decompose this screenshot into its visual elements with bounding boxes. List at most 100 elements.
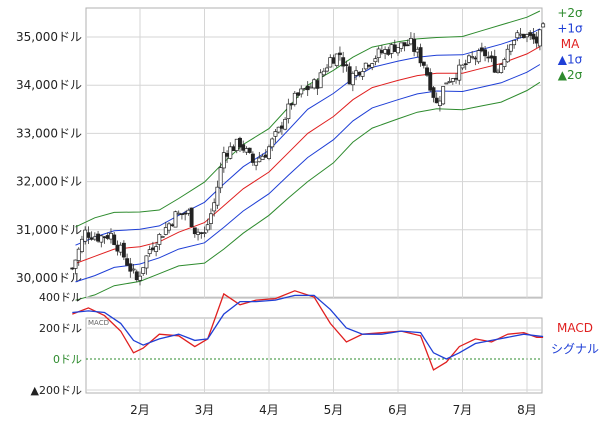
macd-tick-label: 400ドル — [39, 291, 82, 304]
candle-body — [325, 67, 330, 72]
candle-body — [454, 77, 459, 80]
candle-body — [76, 248, 81, 261]
candle-body — [528, 32, 533, 36]
candle-body — [473, 57, 478, 60]
candle-body — [386, 49, 391, 55]
month-tick-label: 3月 — [195, 403, 215, 417]
candle-body — [244, 148, 249, 153]
macd-panel-frame — [85, 317, 543, 394]
candle-body — [396, 47, 400, 54]
candle-body — [318, 72, 323, 89]
month-tick-label: 8月 — [517, 403, 537, 417]
candle-body — [447, 81, 452, 83]
upper-1sigma-line — [75, 28, 541, 246]
candle-body — [302, 88, 307, 90]
candle-body — [434, 97, 439, 104]
legend-entry: ▲2σ — [558, 68, 583, 82]
candle-body — [79, 238, 84, 252]
candle-body — [402, 42, 407, 47]
candle-body — [263, 154, 268, 158]
candle-body — [496, 70, 500, 73]
candle-body — [209, 213, 213, 224]
candle-body — [186, 209, 191, 214]
candle-body — [328, 57, 333, 68]
candle-body — [412, 38, 417, 52]
candle-body — [357, 71, 362, 76]
candle-body — [121, 242, 126, 258]
candle-body — [344, 64, 349, 66]
macd-legend: MACD シグナル — [551, 321, 599, 356]
month-tick-label: 6月 — [388, 403, 408, 417]
candle-body — [89, 237, 94, 240]
candle-body — [234, 138, 239, 151]
legend-entry: +2σ — [557, 6, 583, 20]
candle-body — [441, 86, 446, 105]
candle-body — [228, 146, 233, 159]
candle-body — [470, 56, 475, 58]
price-tick-label: 34,000ドル — [16, 78, 82, 92]
candle-body — [450, 78, 455, 82]
month-axis: 2月 3月 4月 5月 6月 7月 8月 — [130, 403, 537, 417]
candle-body — [286, 103, 291, 119]
candle-body — [109, 232, 113, 240]
candle-body — [354, 70, 359, 76]
macd-corner-label: MACD — [88, 319, 109, 327]
candle-body — [173, 211, 178, 228]
candle-body — [189, 207, 194, 228]
macd-panel — [85, 317, 543, 394]
candle-body — [167, 223, 171, 231]
candle-body — [221, 152, 226, 169]
candle-body — [525, 34, 529, 38]
candle-body — [131, 268, 136, 271]
candle-body — [312, 79, 317, 89]
candle-body — [499, 64, 504, 73]
candle-body — [367, 64, 371, 67]
candle-body — [196, 231, 200, 235]
candle-body — [479, 47, 484, 52]
candle-body — [238, 137, 242, 148]
candle-body — [483, 49, 488, 57]
candle-body — [102, 236, 107, 239]
candle-body — [247, 147, 252, 153]
candle-body — [241, 144, 246, 151]
candle-body — [105, 235, 110, 239]
candle-body — [296, 92, 300, 96]
macd-line — [72, 290, 544, 371]
candle-body — [537, 29, 542, 47]
candle-body — [444, 82, 449, 85]
candle-body — [534, 36, 539, 44]
candle-body — [160, 236, 165, 238]
candle-body — [83, 229, 88, 242]
price-tick-label: 33,000ドル — [16, 126, 82, 140]
candlesticks — [70, 22, 546, 286]
candle-body — [150, 247, 155, 250]
candle-body — [425, 67, 429, 76]
legend-entry: ▲1σ — [558, 53, 583, 67]
candle-body — [363, 62, 368, 70]
macd-tick-label: 200ドル — [39, 322, 82, 335]
candle-body — [128, 263, 133, 272]
candle-body — [205, 224, 210, 231]
legend-entry: MA — [561, 37, 580, 51]
candle-body — [96, 233, 101, 242]
candle-body — [408, 38, 413, 45]
candle-body — [212, 202, 217, 212]
candle-body — [350, 72, 355, 86]
lower-2sigma-line — [75, 81, 541, 301]
month-tick-label: 5月 — [324, 403, 344, 417]
month-tick-label: 7月 — [453, 403, 473, 417]
candle-body — [508, 44, 513, 52]
candle-body — [437, 100, 442, 106]
candle-body — [257, 157, 262, 163]
candle-body — [283, 118, 288, 130]
candle-body — [463, 63, 468, 66]
candle-body — [467, 55, 471, 63]
candle-body — [270, 138, 275, 148]
macd-legend-entry: シグナル — [551, 342, 599, 356]
candle-body — [338, 52, 342, 56]
candle-body — [305, 85, 310, 91]
candle-body — [273, 131, 278, 137]
candle-body — [308, 86, 313, 89]
candle-body — [512, 40, 517, 46]
